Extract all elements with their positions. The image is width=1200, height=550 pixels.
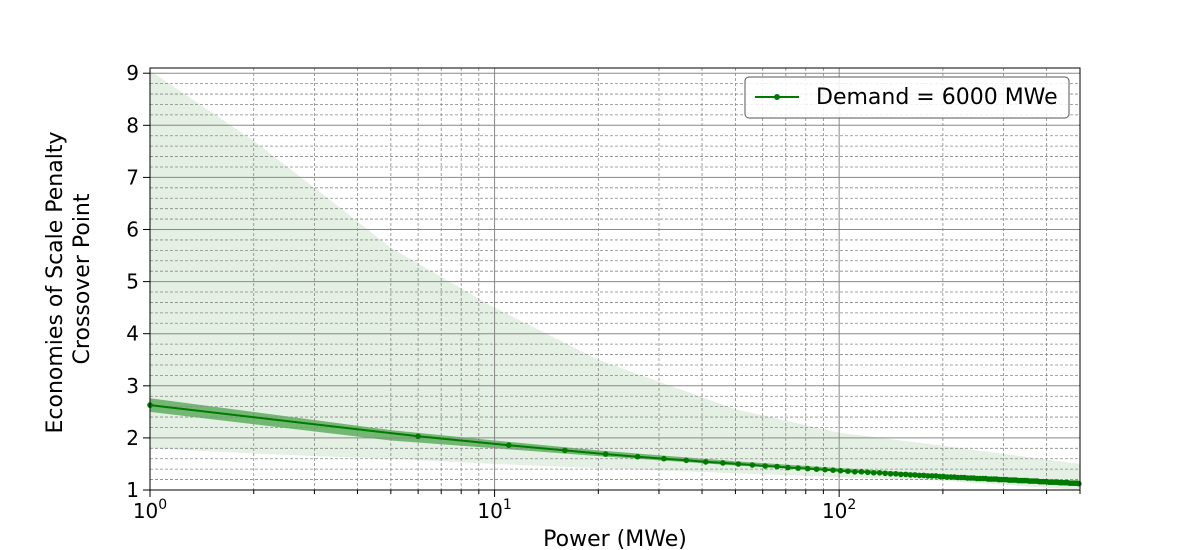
data-point	[916, 472, 923, 479]
y-tick-label: 6	[126, 218, 139, 242]
y-axis-label-line-1: Economies of Scale Penalty	[43, 132, 68, 434]
x-axis-ticks: 100 101 102	[133, 490, 1081, 523]
y-tick-label: 2	[126, 426, 139, 450]
y-tick-label: 7	[126, 165, 139, 189]
data-point	[852, 469, 858, 475]
data-point	[720, 460, 726, 466]
data-point	[506, 442, 512, 449]
data-point	[929, 473, 935, 479]
plot-frame	[149, 67, 1081, 491]
outer-band	[150, 70, 1080, 490]
y-tick-label: 1	[126, 478, 139, 502]
data-point	[735, 461, 742, 467]
data-point	[774, 463, 780, 470]
x-tick-label: 102	[822, 497, 856, 523]
data-point	[876, 470, 883, 476]
data-point	[762, 463, 768, 469]
data-point	[887, 471, 894, 477]
data-point	[920, 472, 927, 479]
data-point	[661, 455, 667, 462]
y-tick-label: 5	[126, 270, 139, 294]
y-axis-ticks: 1 2 3 4 5 6 7 8 9	[126, 61, 150, 502]
data-point	[912, 472, 918, 478]
data-point	[562, 447, 568, 454]
data-point	[822, 466, 828, 473]
data-point	[830, 467, 836, 474]
data-point	[602, 451, 609, 457]
legend-marker-swatch	[774, 94, 780, 100]
y-axis-label-line-2: Crossover Point	[70, 193, 95, 364]
data-point	[1076, 480, 1082, 487]
x-axis-label: Power (MWe)	[543, 527, 687, 550]
data-point	[864, 469, 871, 476]
x-tick-label: 100	[133, 497, 167, 523]
data-point	[907, 472, 914, 478]
data-point	[882, 470, 888, 477]
y-tick-label: 9	[126, 61, 139, 85]
data-point	[898, 471, 904, 478]
data-point	[813, 466, 820, 473]
y-tick-label: 3	[126, 374, 139, 398]
data-point	[683, 457, 690, 464]
data-point	[837, 467, 844, 474]
legend-box	[744, 76, 1070, 119]
legend-entry-label: Demand = 6000 MWe	[816, 85, 1058, 110]
data-point	[804, 465, 811, 472]
y-tick-label: 8	[126, 113, 139, 137]
data-point	[634, 453, 641, 460]
x-tick-label: 101	[477, 497, 511, 523]
y-axis-label: Economies of Scale Penalty Crossover Poi…	[43, 125, 95, 434]
data-point	[702, 459, 709, 465]
series-layer	[147, 402, 1082, 487]
data-point	[925, 473, 931, 479]
legend: Demand = 6000 MWe	[744, 76, 1070, 119]
data-point	[415, 433, 421, 440]
data-point	[785, 464, 791, 471]
data-point	[845, 468, 851, 475]
data-point	[893, 471, 899, 477]
data-point	[858, 469, 865, 475]
y-tick-label: 4	[126, 322, 139, 346]
confidence-bands	[150, 70, 1080, 490]
data-point	[749, 462, 756, 468]
data-point	[902, 471, 909, 478]
data-point	[795, 465, 801, 471]
data-point	[870, 470, 877, 476]
